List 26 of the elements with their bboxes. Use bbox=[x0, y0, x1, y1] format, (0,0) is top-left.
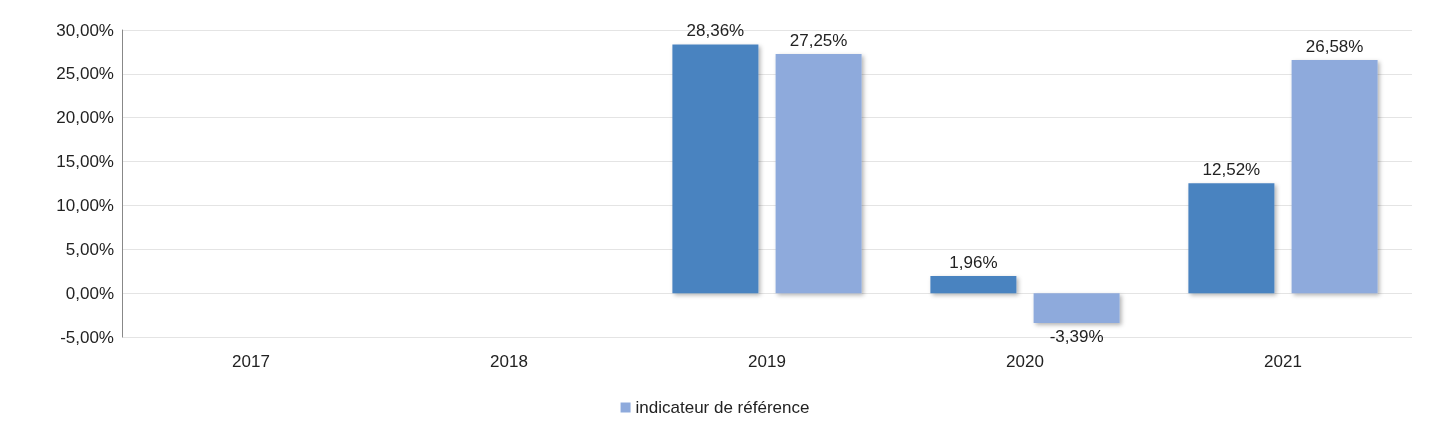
data-label: 1,96% bbox=[949, 252, 998, 272]
y-tick-label: 15,00% bbox=[56, 152, 114, 172]
y-tick-label: 5,00% bbox=[65, 239, 114, 259]
bar bbox=[775, 54, 862, 294]
data-label: 26,58% bbox=[1305, 37, 1364, 56]
y-tick-label: 30,00% bbox=[56, 20, 114, 40]
y-tick-label: 0,00% bbox=[65, 283, 114, 303]
data-label: 27,25% bbox=[789, 31, 848, 51]
x-tick-label: 2021 bbox=[1264, 352, 1302, 371]
data-label: 28,36% bbox=[686, 21, 745, 41]
y-tick-label: 10,00% bbox=[56, 195, 114, 215]
x-tick-label: 2019 bbox=[748, 352, 786, 371]
bar bbox=[1033, 293, 1120, 323]
data-label: 12,52% bbox=[1202, 160, 1261, 180]
y-tick-label: 20,00% bbox=[56, 108, 114, 128]
legend-label: indicateur de référence bbox=[635, 398, 810, 417]
y-tick-label: -5,00% bbox=[60, 327, 114, 347]
x-tick-label: 2018 bbox=[490, 352, 528, 371]
y-tick-label: 25,00% bbox=[56, 64, 114, 84]
bar bbox=[930, 275, 1017, 294]
x-tick-label: 2017 bbox=[232, 352, 270, 371]
x-tick-label: 2020 bbox=[1006, 352, 1044, 371]
bar bbox=[1291, 60, 1378, 294]
bar bbox=[1188, 183, 1275, 294]
bar bbox=[672, 44, 759, 294]
data-label: -3,39% bbox=[1049, 326, 1104, 346]
